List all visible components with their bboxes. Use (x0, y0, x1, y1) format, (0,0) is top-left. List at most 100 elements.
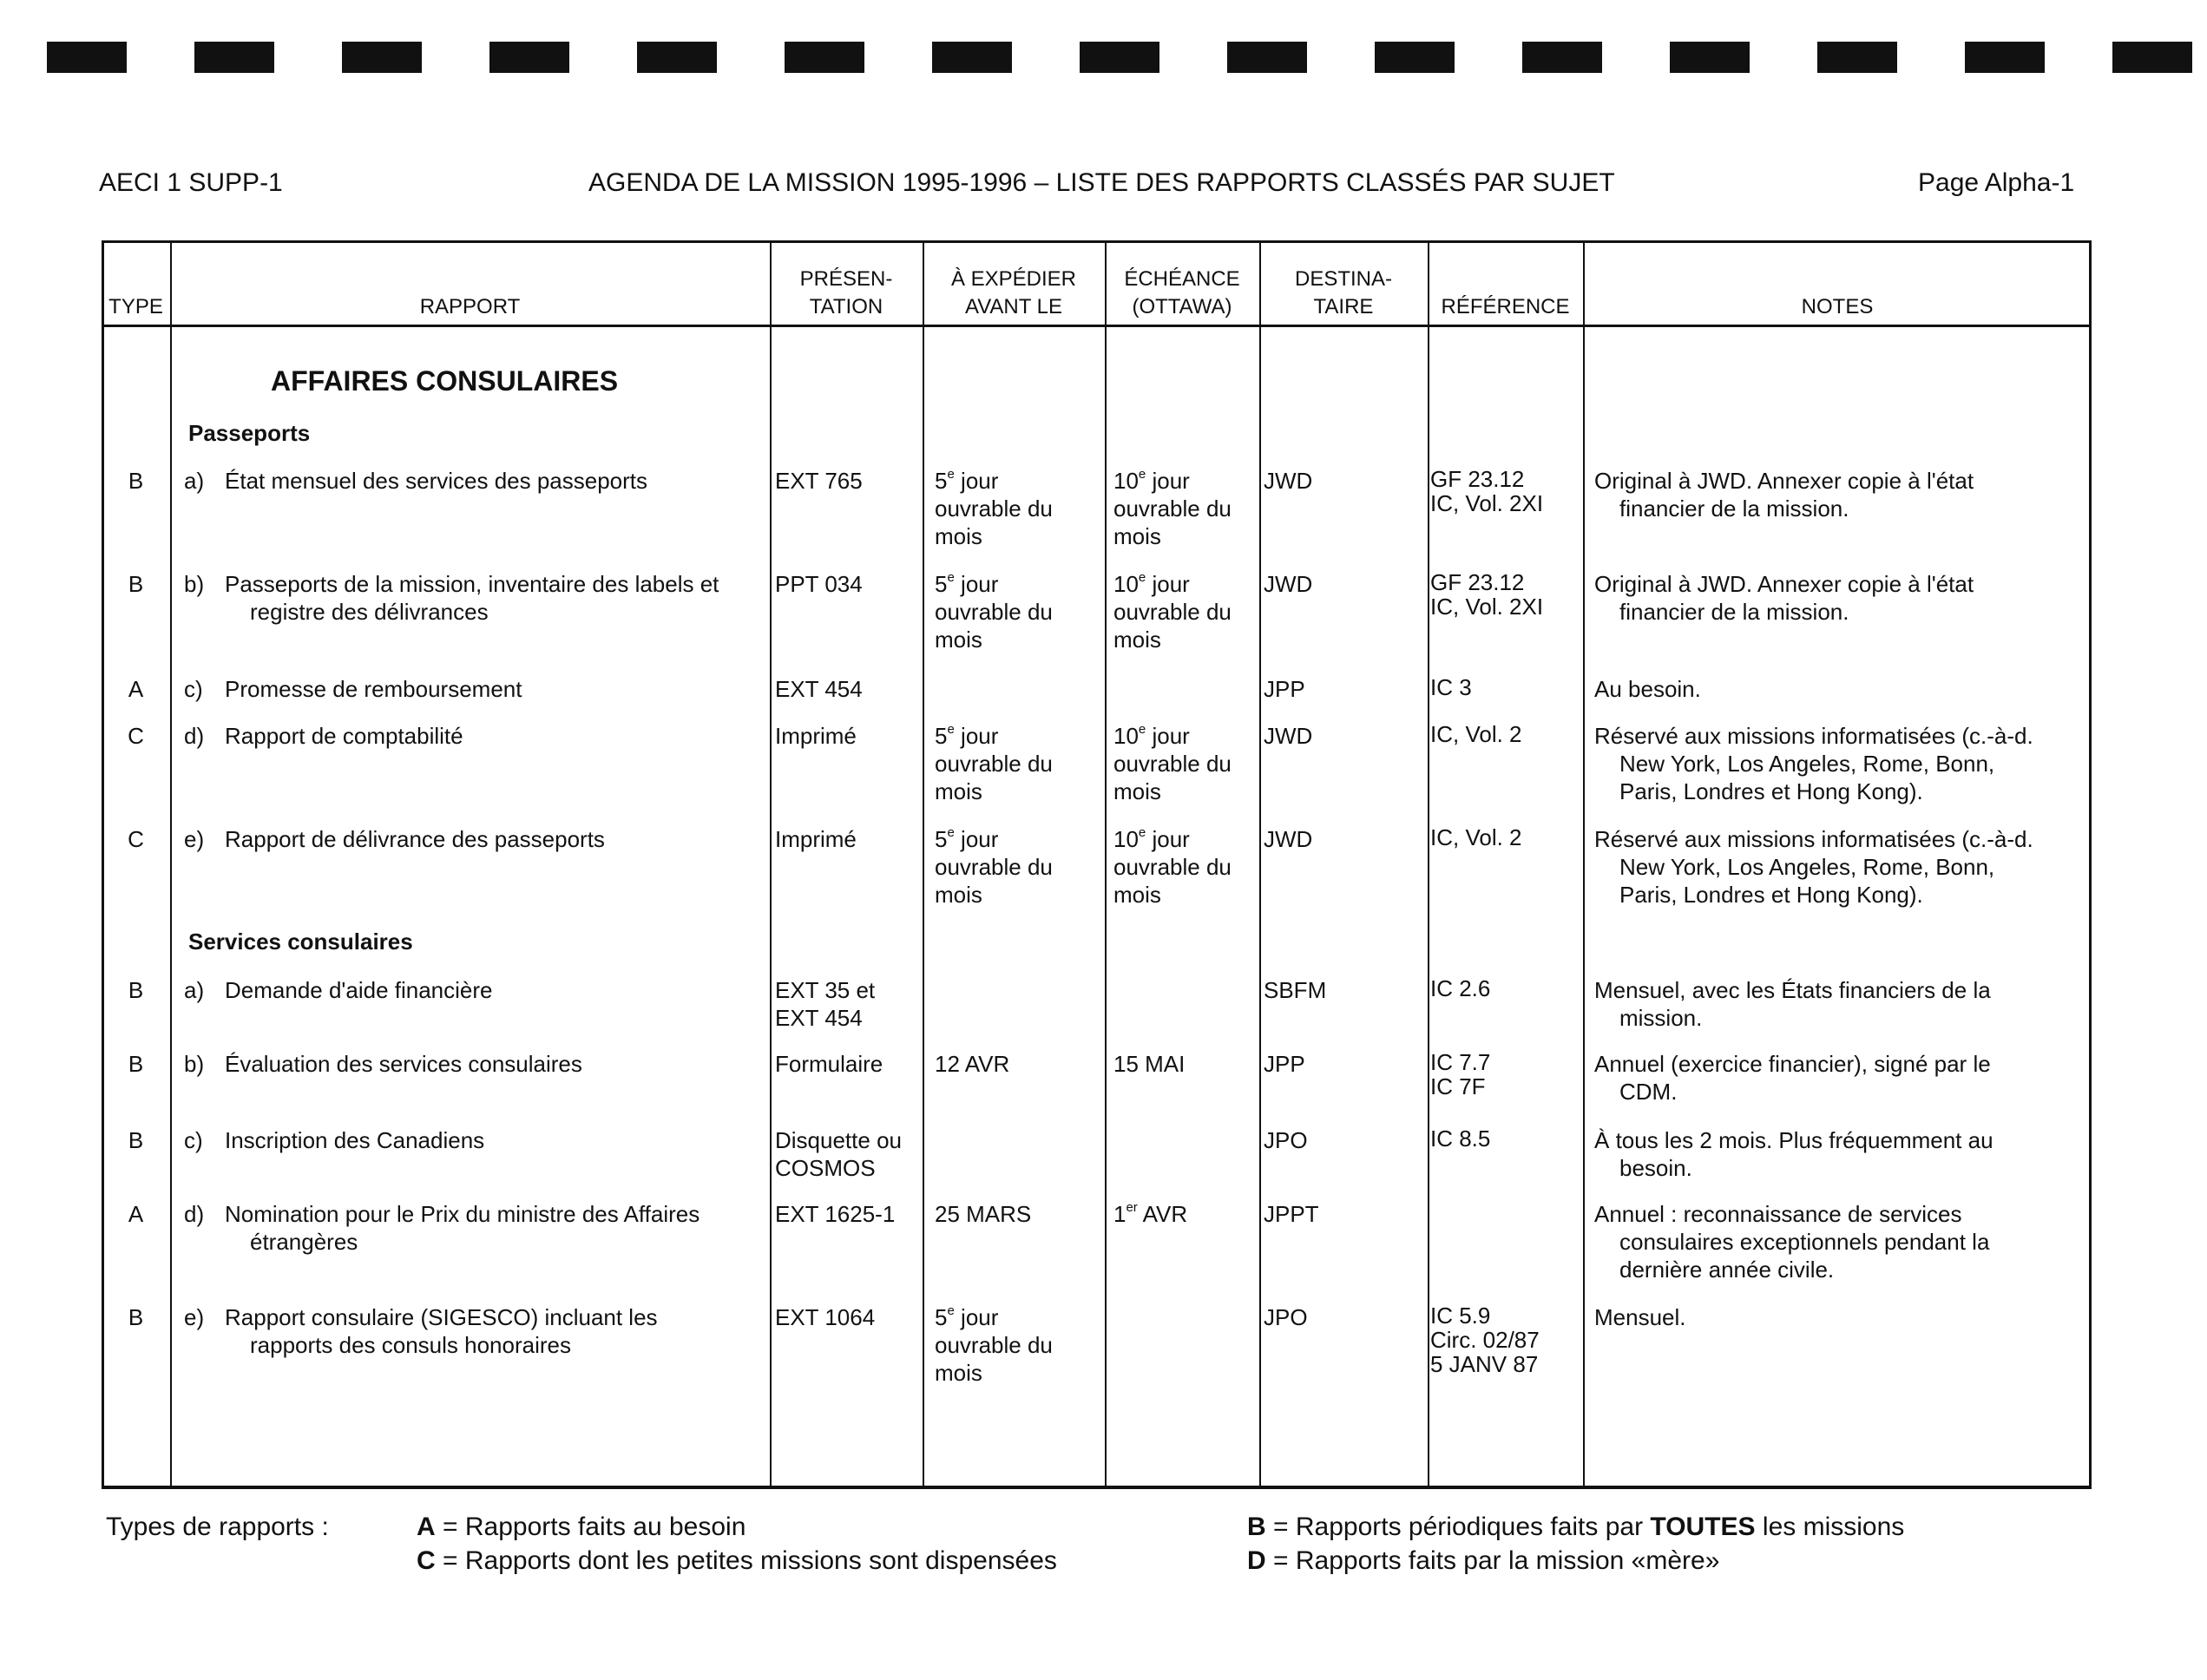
echeance-text: ouvrable du (1113, 599, 1232, 625)
column-header-line: TYPE (108, 295, 163, 318)
echeance-cell: 10e jour ouvrable du mois (1113, 825, 1232, 909)
reference-cell: IC 5.9 Circ. 02/87 5 JANV 87 (1430, 1303, 1540, 1376)
registration-mark (2112, 42, 2192, 73)
notes-cell: Réservé aux missions informatisées (c.-à… (1594, 825, 2033, 909)
destinataire-cell: JWD (1264, 826, 1313, 852)
expedier-value: 5 (935, 571, 948, 597)
echeance-text: jour (1146, 571, 1190, 597)
notes-cell: Annuel (exercice financier), signé par l… (1594, 1050, 1991, 1106)
legend-text: = Rapports dont les petites missions son… (435, 1546, 1057, 1575)
legend-text: = Rapports périodiques faits par (1265, 1513, 1651, 1541)
registration-mark (932, 42, 1012, 73)
echeance-value: 10 (1113, 468, 1139, 494)
echeance: 10e jour (1113, 570, 1232, 598)
reference-cell: IC 3 (1430, 675, 1472, 699)
item-letter: e) (184, 1304, 205, 1330)
legend-key: D (1247, 1546, 1266, 1575)
expedier: 5e jour (935, 570, 1053, 598)
type-cell: B (128, 468, 144, 494)
echeance-cell: 15 MAI (1113, 1050, 1185, 1078)
registration-mark (47, 42, 127, 73)
expedier-value: 12 AVR (935, 1051, 1010, 1077)
column-header-line: DESTINA- (1294, 267, 1392, 291)
rapport-cell: Rapport de comptabilité (225, 722, 463, 750)
echeance-superscript: e (1138, 467, 1146, 482)
legend-key: B (1247, 1513, 1266, 1541)
expedier-text: mois (935, 778, 982, 804)
column-divider (923, 240, 924, 1489)
echeance-value: 15 MAI (1113, 1051, 1186, 1077)
reference-line: IC, Vol. 2 (1430, 721, 1522, 747)
echeance: 15 MAI (1113, 1050, 1185, 1078)
destinataire-cell: JWD (1264, 571, 1313, 597)
reference-cell: GF 23.12 IC, Vol. 2XI (1430, 467, 1543, 515)
echeance: 10e jour (1113, 825, 1232, 853)
presentation-cell: EXT 1625-1 (775, 1200, 895, 1228)
type-cell: C (128, 826, 144, 852)
expedier-text: mois (935, 627, 982, 653)
column-header-line: À EXPÉDIER (950, 267, 1077, 291)
notes-line: New York, Los Angeles, Rome, Bonn, (1619, 751, 1995, 777)
reference-line: IC 2.6 (1430, 975, 1491, 1001)
expedier: 5e jour (935, 722, 1053, 750)
expedier-text: jour (954, 723, 999, 749)
legend-text: = Rapports faits par la mission «mère» (1265, 1546, 1720, 1575)
registration-mark (1965, 42, 2045, 73)
notes-line: mission. (1619, 1005, 1703, 1031)
notes-cell: Annuel : reconnaissance de services consu… (1594, 1200, 1989, 1283)
rapport-cell: Nomination pour le Prix du ministre des … (225, 1200, 700, 1256)
column-header-line: PRÉSEN- (799, 267, 893, 291)
echeance-cell: 10e jour ouvrable du mois (1113, 467, 1232, 550)
column-header-line: RAPPORT (419, 295, 521, 318)
notes-line: New York, Los Angeles, Rome, Bonn, (1619, 854, 1995, 880)
presentation-cell: EXT 1064 (775, 1303, 875, 1331)
legend-text: = Rapports faits au besoin (435, 1513, 746, 1541)
item-letter: a) (184, 468, 205, 494)
expedier: 5e jour (935, 467, 1053, 495)
destinataire-cell: JPO (1264, 1304, 1308, 1330)
rapport-line: Promesse de remboursement (225, 676, 522, 702)
presentation-cell: Formulaire (775, 1050, 883, 1078)
echeance-superscript: e (1138, 570, 1146, 585)
echeance-cell: 1er AVR (1113, 1200, 1187, 1228)
legend-label: Types de rapports : (106, 1513, 329, 1541)
rapport-line: État mensuel des services des passeports (225, 468, 648, 494)
echeance-superscript: er (1126, 1200, 1138, 1215)
notes-cell: Mensuel. (1594, 1303, 1686, 1331)
expedier-text: ouvrable du (935, 854, 1053, 880)
legend-b: B = Rapports périodiques faits par TOUTE… (1247, 1513, 1904, 1542)
registration-mark (1375, 42, 1455, 73)
rapport-cell: État mensuel des services des passeports (225, 467, 647, 495)
section-title: AFFAIRES CONSULAIRES (271, 365, 619, 397)
reference-line: IC 3 (1430, 674, 1472, 700)
reference-line: IC 8.5 (1430, 1125, 1491, 1152)
item-letter: c) (184, 1127, 203, 1153)
destinataire-cell: JPPT (1264, 1201, 1319, 1227)
notes-line: Original à JWD. Annexer copie à l'état (1594, 468, 1974, 494)
echeance: 10e jour (1113, 467, 1232, 495)
notes-line: Annuel (exercice financier), signé par l… (1594, 1051, 1991, 1077)
rapport-cell: Inscription des Canadiens (225, 1126, 484, 1154)
echeance-text: ouvrable du (1113, 854, 1232, 880)
column-header-line: (OTTAWA) (1132, 295, 1232, 318)
expedier-text: mois (935, 523, 982, 549)
echeance-text: jour (1146, 723, 1190, 749)
reference-line: Circ. 02/87 (1430, 1327, 1540, 1353)
expedier-text: jour (954, 468, 999, 494)
expedier-text: ouvrable du (935, 495, 1053, 522)
echeance-cell: 10e jour ouvrable du mois (1113, 570, 1232, 653)
presentation-line: Disquette ou (775, 1127, 902, 1153)
notes-cell: Original à JWD. Annexer copie à l'état fi… (1594, 467, 1974, 522)
reference-line: GF 23.12 (1430, 569, 1525, 595)
reference-cell: IC, Vol. 2 (1430, 722, 1522, 746)
expedier-value: 5 (935, 723, 948, 749)
echeance-text: jour (1146, 826, 1190, 852)
column-header: DESTINA- TAIRE (1259, 266, 1428, 321)
notes-line: Mensuel, avec les États financiers de la (1594, 977, 1991, 1003)
header-divider (102, 325, 2092, 327)
echeance-superscript: e (1138, 722, 1146, 737)
rapport-cell: Rapport consulaire (SIGESCO) incluant le… (225, 1303, 658, 1359)
expedier-cell: 5e jour ouvrable du mois (935, 467, 1053, 550)
rapport-cell: Rapport de délivrance des passeports (225, 825, 605, 853)
reference-cell: IC 2.6 (1430, 976, 1490, 1001)
